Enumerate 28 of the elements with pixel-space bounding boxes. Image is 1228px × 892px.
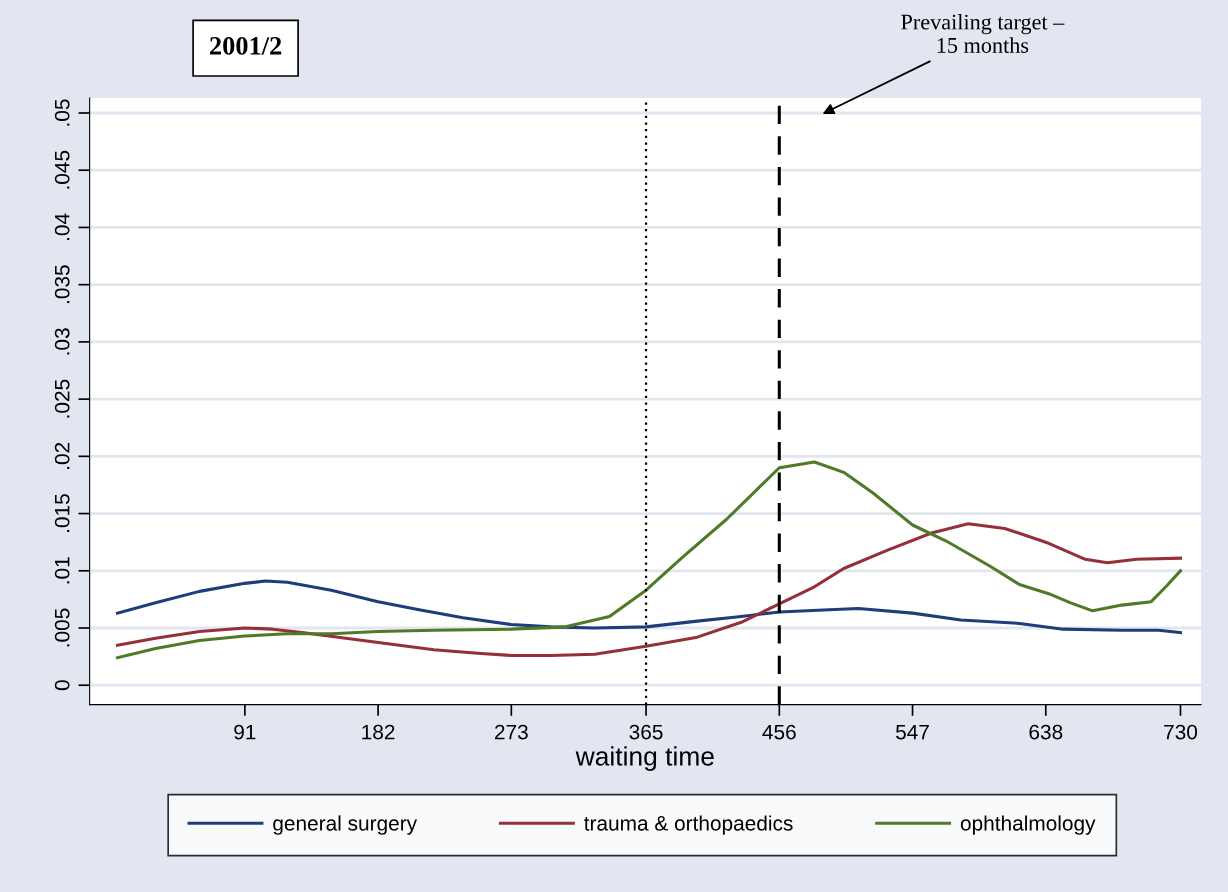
- text: Prevailing target – 15 months: [901, 13, 1065, 53]
- chart-title: 2001/2: [210, 36, 282, 55]
- y-tick-label: .025: [54, 379, 70, 418]
- x-tick-label: 730: [1164, 724, 1198, 740]
- y-tick-label: .04: [54, 213, 70, 241]
- x-tick-label: 365: [629, 724, 663, 740]
- y-tick-label: .02: [54, 442, 70, 469]
- x-tick-label: 91: [234, 724, 256, 740]
- y-tick-label: 0: [54, 680, 70, 691]
- legend-label: ophthalmology: [960, 815, 1096, 835]
- line-series: [115, 522, 1183, 657]
- legend-label: trauma & orthopaedics: [584, 815, 793, 835]
- x-tick-label: 456: [762, 724, 796, 740]
- legend-label: general surgery: [273, 815, 418, 835]
- y-tick-label: .015: [54, 494, 70, 532]
- y-tick-label: .05: [54, 99, 70, 126]
- x-tick-label: 638: [1029, 724, 1063, 740]
- x-axis-title: waiting time: [575, 746, 714, 771]
- y-tick-label: .01: [54, 557, 70, 584]
- x-tick-label: 547: [895, 724, 929, 740]
- line-series: [115, 579, 1183, 635]
- y-tick-label: .005: [54, 608, 70, 647]
- x-tick-label: 182: [362, 724, 395, 740]
- y-tick-label: .045: [54, 150, 70, 189]
- y-tick-label: .035: [54, 265, 70, 304]
- line-series: [115, 460, 1183, 660]
- y-tick-label: .03: [54, 328, 70, 355]
- x-tick-label: 273: [495, 724, 528, 740]
